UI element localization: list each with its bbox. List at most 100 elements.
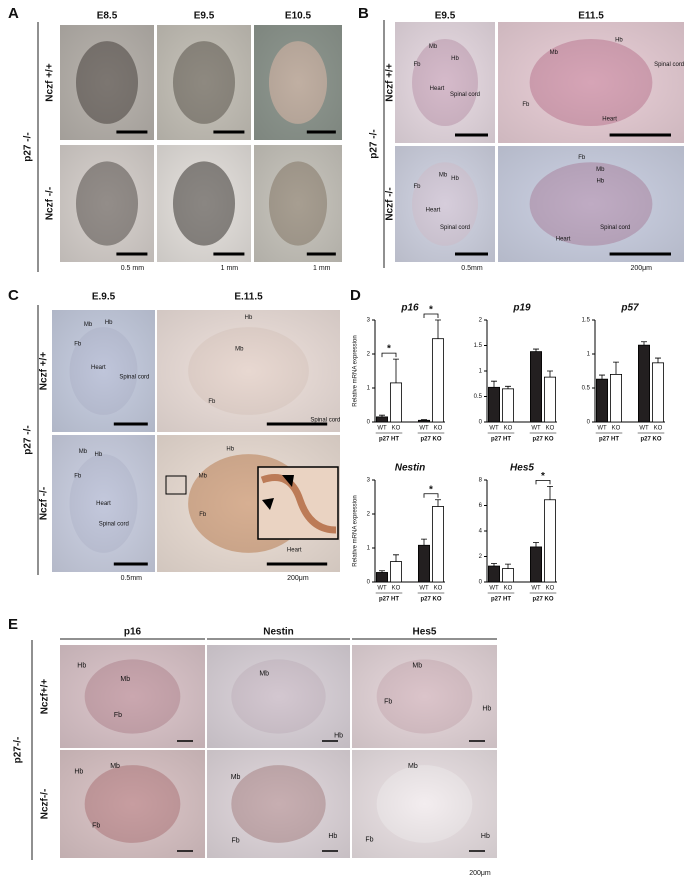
structure-label: Hb — [615, 38, 623, 44]
x-tick-label: KO — [434, 586, 443, 592]
structure-label: Hb — [482, 706, 491, 713]
structure-label: Fb — [74, 474, 82, 480]
structure-label: Fb — [522, 102, 530, 108]
row-label: Nczf +/+ — [385, 63, 396, 102]
structure-label: Mb — [199, 474, 208, 480]
row-label: Nczf +/+ — [45, 63, 56, 102]
structure-label: Heart — [602, 116, 617, 122]
structure-label: Mb — [120, 676, 130, 683]
x-tick-label: WT — [531, 426, 541, 432]
x-tick-label: WT — [489, 426, 499, 432]
structure-label: Mb — [110, 763, 120, 770]
row-label: Nczf -/- — [39, 487, 50, 520]
y-tick-label: 0.5 — [582, 386, 591, 392]
structure-label: Hb — [481, 833, 490, 840]
x-tick-label: KO — [504, 586, 513, 592]
bar — [487, 565, 500, 583]
bar — [610, 373, 623, 423]
vignette — [60, 750, 205, 858]
x-tick-label: WT — [377, 586, 387, 592]
group-label: p27 KO — [532, 597, 553, 603]
structure-label: Mb — [84, 322, 93, 328]
bar — [375, 572, 388, 583]
structure-label: Spinal cord — [600, 225, 630, 231]
significance-bracket — [381, 352, 397, 358]
y-tick-label: 0 — [367, 420, 371, 426]
structure-label: Spinal cord — [440, 225, 470, 231]
y-tick-label: 1 — [479, 369, 483, 375]
structure-label: Hb — [451, 56, 459, 62]
structure-label: Hb — [74, 768, 83, 775]
vignette — [498, 146, 684, 262]
structure-label: Fb — [92, 822, 100, 829]
vignette — [254, 25, 342, 140]
bar — [652, 362, 665, 423]
column-label: E9.5 — [194, 11, 215, 22]
structure-label: Hb — [245, 315, 253, 321]
y-tick-label: 0.5 — [474, 394, 483, 400]
bar — [501, 568, 514, 583]
vignette — [52, 435, 155, 572]
x-tick-label: KO — [434, 426, 443, 432]
vignette — [254, 145, 342, 262]
y-axis-label: Relative mRNA expression — [353, 495, 359, 566]
bar — [431, 338, 444, 423]
structure-label: Mb — [596, 167, 605, 173]
scale-bar-label: 200μm — [630, 265, 652, 272]
significance-bracket — [423, 493, 439, 498]
error-bar — [435, 499, 441, 507]
vignette — [60, 25, 154, 140]
structure-label: Spinal cord — [450, 92, 480, 98]
significance-label: * — [387, 344, 391, 355]
error-bar — [421, 419, 427, 421]
panel-label: A — [8, 5, 19, 22]
significance-label: * — [429, 305, 433, 316]
structure-label: Hb — [451, 176, 459, 182]
column-label: E.9.5 — [92, 292, 116, 303]
panel-label: C — [8, 287, 19, 304]
row-label: Nczf -/- — [45, 187, 56, 220]
row-label: Nczf +/+ — [39, 352, 50, 391]
bar — [375, 416, 388, 423]
structure-label: Mb — [79, 449, 88, 455]
y-tick-label: 0 — [367, 580, 371, 586]
structure-label: Heart — [430, 86, 445, 92]
structure-label: Spinal cord — [99, 522, 129, 528]
y-tick-label: 3 — [367, 478, 371, 484]
bar — [530, 546, 543, 583]
error-bar — [547, 485, 553, 500]
bar — [530, 351, 543, 423]
scale-bar-label: 0.5mm — [121, 575, 143, 582]
scale-bar-label: 0.5mm — [461, 265, 483, 272]
row-label: Nczf-/- — [40, 789, 51, 820]
y-tick-label: 0 — [587, 420, 591, 426]
x-tick-label: KO — [546, 426, 555, 432]
error-bar — [421, 538, 427, 546]
chart-title: p16 — [400, 303, 419, 314]
row-label: Nczf+/+ — [40, 679, 51, 715]
error-bar — [393, 358, 399, 383]
inset-stain — [260, 474, 337, 534]
structure-label: Fb — [413, 62, 421, 68]
structure-label: Fb — [578, 155, 586, 161]
panel-label: E — [8, 616, 18, 633]
vignette — [498, 22, 684, 143]
genotype-label: p27 -/- — [23, 132, 34, 161]
structure-label: Mb — [550, 50, 559, 56]
bar — [431, 506, 444, 583]
error-bar — [491, 380, 497, 388]
error-bar — [379, 570, 385, 573]
structure-label: Fb — [208, 399, 216, 405]
x-tick-label: KO — [504, 426, 513, 432]
error-bar — [491, 563, 497, 567]
y-tick-label: 6 — [479, 503, 483, 509]
vignette — [157, 310, 340, 432]
chart-title: Nestin — [395, 463, 426, 474]
structure-label: Hb — [596, 178, 604, 184]
group-label: p27 HT — [491, 437, 511, 443]
structure-label: Heart — [96, 501, 111, 507]
scale-bar-label: 200μm — [287, 575, 309, 582]
x-tick-label: KO — [392, 586, 401, 592]
genotype-label: p27-/- — [13, 737, 24, 764]
